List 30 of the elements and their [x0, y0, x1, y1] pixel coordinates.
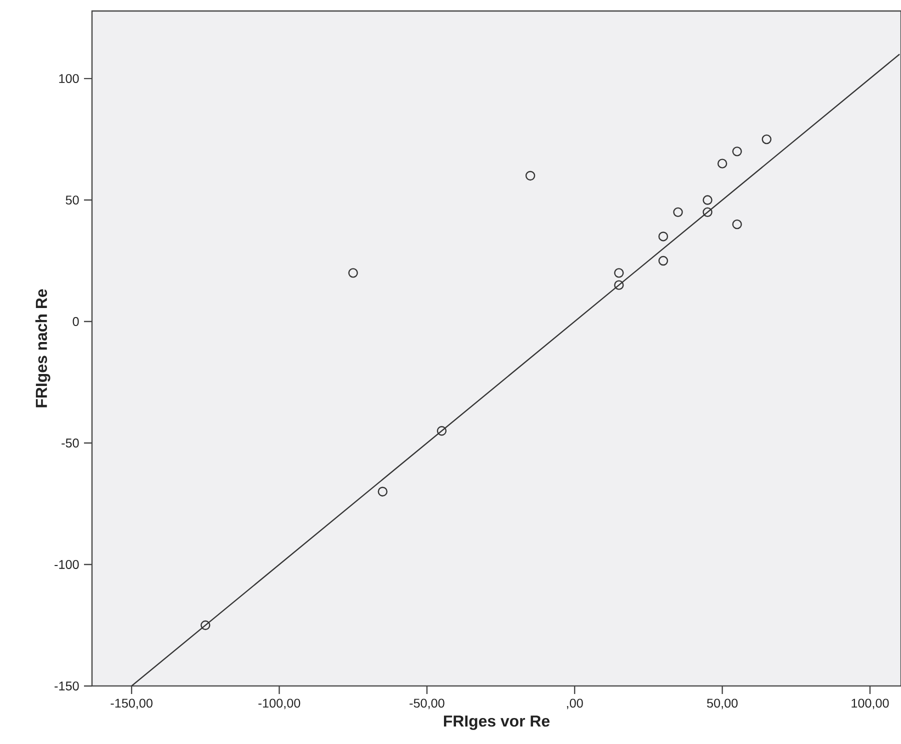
- point: [658, 256, 668, 266]
- point: [717, 158, 728, 168]
- point: [732, 219, 742, 230]
- point: [525, 170, 536, 181]
- x-tick-label: ,00: [566, 698, 583, 710]
- x-tick-label: -50,00: [410, 698, 444, 710]
- x-tick-label: -100,00: [258, 698, 300, 710]
- y-tick-label: 100: [59, 74, 79, 84]
- point: [762, 134, 772, 144]
- point: [732, 146, 742, 156]
- y-tick-label: -150: [54, 682, 79, 690]
- x-tick-label: 100,00: [852, 698, 889, 710]
- x-axis-title: FRIges vor Re: [444, 716, 550, 730]
- point: [200, 620, 210, 630]
- y-tick-label: -100: [54, 560, 79, 569]
- point: [614, 280, 624, 290]
- point: [658, 232, 668, 242]
- point: [378, 486, 388, 496]
- point: [614, 268, 624, 278]
- y-tick-label: -50: [62, 438, 79, 448]
- y-axis-title: FRIges nach Re: [35, 289, 50, 408]
- point: [702, 207, 712, 218]
- y-tick-label: 50: [66, 196, 79, 204]
- point: [348, 268, 358, 278]
- x-tick-label: -150,00: [110, 698, 152, 710]
- point: [673, 207, 683, 218]
- x-tick-label: 50,00: [707, 698, 738, 710]
- point: [436, 426, 447, 436]
- point: [702, 195, 712, 205]
- y-tick-label: 0: [72, 317, 79, 326]
